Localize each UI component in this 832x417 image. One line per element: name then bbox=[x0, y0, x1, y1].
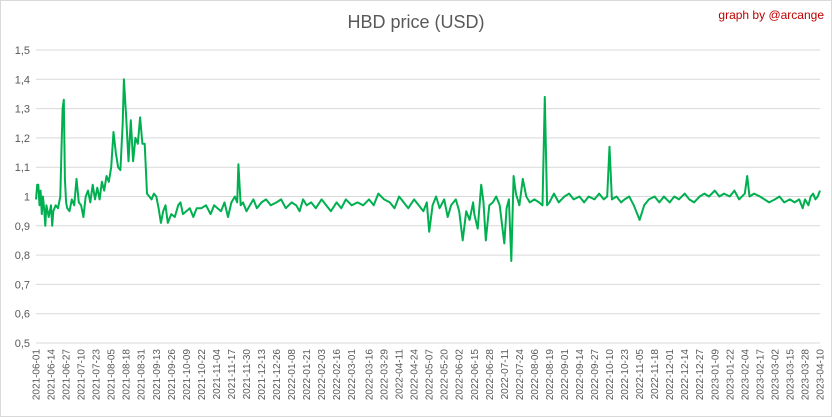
x-tick-label: 2022-12-27 bbox=[695, 349, 706, 401]
x-tick-label: 2022-02-03 bbox=[317, 349, 328, 401]
x-tick-label: 2023-01-09 bbox=[710, 349, 721, 401]
x-tick-label: 2021-10-09 bbox=[182, 349, 193, 401]
x-tick-label: 2021-11-04 bbox=[212, 349, 223, 400]
x-tick-label: 2023-01-22 bbox=[725, 349, 736, 401]
x-tick-label: 2022-06-15 bbox=[470, 349, 481, 401]
x-tick-label: 2021-08-18 bbox=[122, 349, 133, 401]
x-tick-label: 2022-10-10 bbox=[605, 349, 616, 401]
x-tick-label: 2023-03-15 bbox=[785, 349, 796, 401]
x-tick-label: 2022-04-11 bbox=[395, 349, 406, 400]
x-axis-tick-labels: 2021-06-01 2021-06-14 2021-06-27 2021-07-10… bbox=[32, 349, 827, 401]
x-tick-label: 2022-06-02 bbox=[455, 349, 466, 401]
x-tick-label: 2022-01-21 bbox=[302, 349, 313, 401]
x-tick-label: 2022-05-20 bbox=[440, 349, 451, 401]
x-tick-label: 2021-09-13 bbox=[152, 349, 163, 401]
gridlines bbox=[36, 49, 820, 344]
y-tick-label: 0,6 bbox=[15, 309, 30, 321]
y-tick-label: 1 bbox=[24, 192, 30, 204]
y-tick-label: 0,9 bbox=[15, 221, 30, 233]
x-tick-label: 2022-12-14 bbox=[680, 349, 691, 401]
chart-credit: graph by @arcange bbox=[718, 8, 824, 22]
chart-title: HBD price (USD) bbox=[347, 12, 485, 32]
x-tick-label: 2022-05-07 bbox=[425, 349, 436, 401]
x-tick-label: 2021-09-26 bbox=[167, 349, 178, 401]
x-tick-label: 2022-03-16 bbox=[365, 349, 376, 401]
y-tick-label: 0,7 bbox=[15, 279, 30, 291]
x-tick-label: 2022-11-05 bbox=[635, 349, 646, 400]
y-tick-label: 1,2 bbox=[15, 133, 30, 145]
x-tick-label: 2021-06-01 bbox=[32, 349, 43, 401]
x-tick-label: 2022-07-11 bbox=[500, 349, 511, 400]
x-tick-label: 2022-01-08 bbox=[287, 349, 298, 401]
y-tick-label: 1,5 bbox=[15, 45, 30, 57]
x-tick-label: 2021-07-23 bbox=[92, 349, 103, 401]
x-tick-label: 2021-06-27 bbox=[62, 349, 73, 401]
x-tick-label: 2022-12-01 bbox=[665, 349, 676, 401]
x-tick-label: 2022-06-28 bbox=[485, 349, 496, 401]
y-tick-label: 0,5 bbox=[15, 338, 30, 350]
x-tick-label: 2023-02-17 bbox=[755, 349, 766, 401]
x-tick-label: 2021-12-26 bbox=[272, 349, 283, 401]
y-tick-label: 1,1 bbox=[15, 162, 30, 174]
x-tick-label: 2021-12-13 bbox=[257, 349, 268, 401]
x-tick-label: 2022-08-19 bbox=[545, 349, 556, 401]
series-layer bbox=[35, 78, 821, 262]
x-tick-label: 2022-02-16 bbox=[332, 349, 343, 401]
x-tick-label: 2022-11-18 bbox=[650, 349, 661, 400]
x-tick-label: 2021-11-30 bbox=[242, 349, 253, 400]
x-tick-label: 2021-08-31 bbox=[137, 349, 148, 401]
x-tick-label: 2022-09-27 bbox=[590, 349, 601, 401]
x-tick-label: 2023-04-10 bbox=[816, 349, 827, 401]
x-tick-label: 2021-11-17 bbox=[227, 349, 238, 400]
x-tick-label: 2021-07-10 bbox=[77, 349, 88, 401]
x-tick-label: 2022-08-06 bbox=[530, 349, 541, 401]
x-tick-label: 2022-09-01 bbox=[560, 349, 571, 401]
series-line-hbd-price bbox=[35, 78, 821, 262]
x-tick-label: 2023-02-04 bbox=[740, 349, 751, 401]
x-tick-label: 2021-10-22 bbox=[197, 349, 208, 401]
y-tick-label: 1,3 bbox=[15, 104, 30, 116]
x-tick-label: 2022-07-24 bbox=[515, 349, 526, 401]
x-tick-label: 2022-03-29 bbox=[380, 349, 391, 401]
y-axis-tick-labels: 0,5 0,6 0,7 0,8 0,9 1 1,1 1,2 1,3 1,4 1,5 bbox=[15, 45, 30, 350]
x-tick-label: 2022-09-14 bbox=[575, 349, 586, 401]
y-tick-label: 1,4 bbox=[15, 74, 30, 86]
x-tick-label: 2022-04-24 bbox=[410, 349, 421, 401]
y-tick-label: 0,8 bbox=[15, 250, 30, 262]
x-tick-label: 2021-06-14 bbox=[47, 349, 58, 401]
x-tick-label: 2022-10-23 bbox=[620, 349, 631, 401]
x-tick-label: 2023-03-28 bbox=[800, 349, 811, 401]
x-tick-label: 2022-03-01 bbox=[347, 349, 358, 401]
x-tick-label: 2021-08-05 bbox=[107, 349, 118, 401]
x-tick-label: 2023-03-02 bbox=[770, 349, 781, 401]
